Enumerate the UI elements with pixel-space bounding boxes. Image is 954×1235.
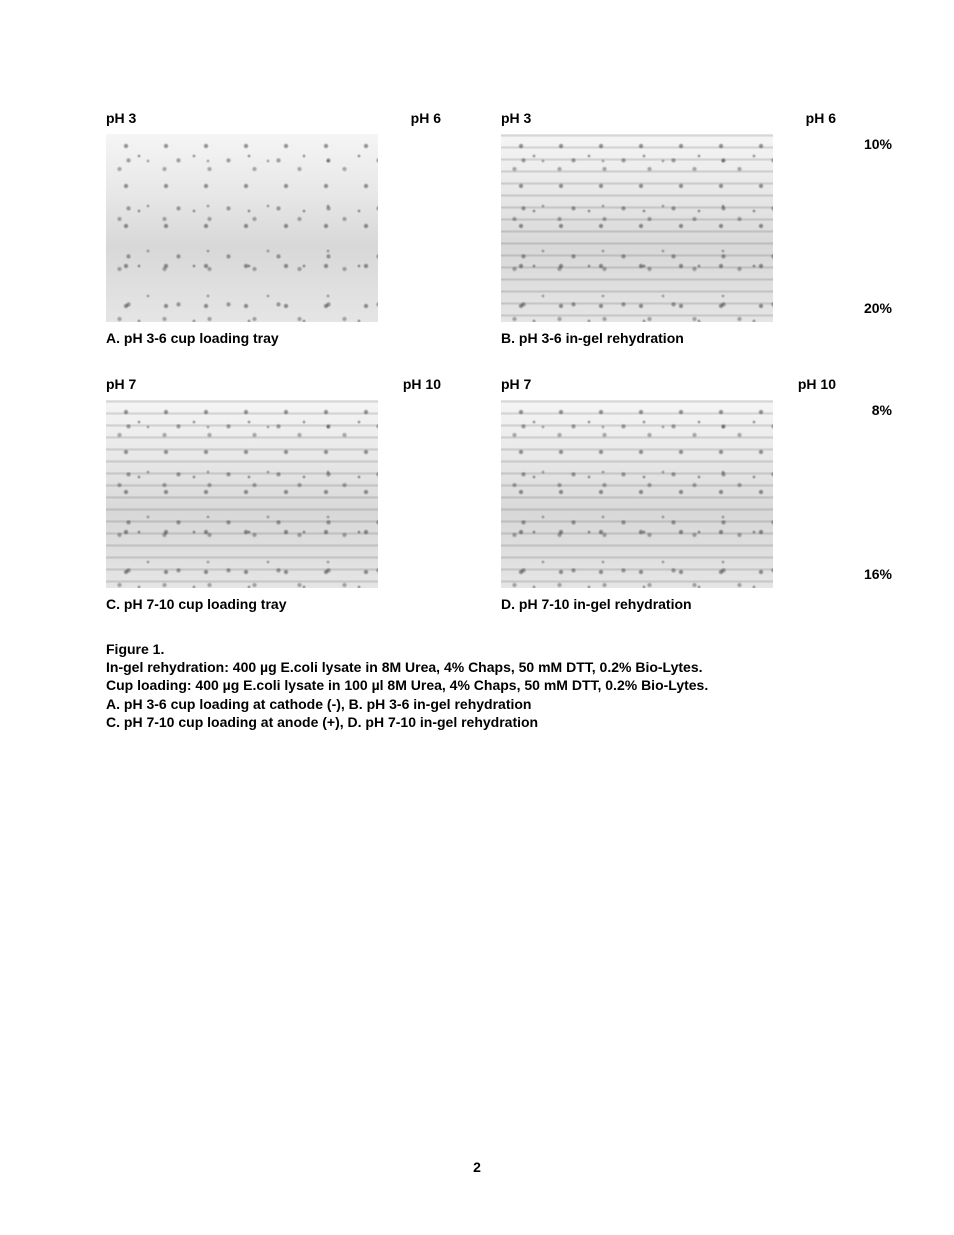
gel-placeholder	[501, 134, 773, 322]
gel-image-A	[106, 134, 378, 322]
ph-left-label: pH 7	[106, 376, 136, 392]
ph-range-labels: pH 3 pH 6	[501, 110, 848, 126]
panel-caption-A: A. pH 3-6 cup loading tray	[106, 330, 453, 346]
figure-title: Figure 1.	[106, 640, 848, 658]
percent-label-bottom: 16%	[864, 566, 892, 582]
ph-left-label: pH 3	[106, 110, 136, 126]
ph-range-labels: pH 7 pH 10	[501, 376, 848, 392]
gel-placeholder	[106, 400, 378, 588]
page-content: pH 3 pH 6 A. pH 3-6 cup loading tray pH …	[0, 0, 954, 731]
ph-left-label: pH 7	[501, 376, 531, 392]
ph-range-labels: pH 3 pH 6	[106, 110, 453, 126]
ph-left-label: pH 3	[501, 110, 531, 126]
gel-image-B	[501, 134, 773, 322]
panel-caption-D: D. pH 7-10 in-gel rehydration	[501, 596, 848, 612]
percent-label-bottom: 20%	[864, 300, 892, 316]
caption-line: A. pH 3-6 cup loading at cathode (-), B.…	[106, 695, 848, 713]
gel-placeholder	[501, 400, 773, 588]
figure-caption-block: Figure 1. In-gel rehydration: 400 µg E.c…	[106, 640, 848, 731]
caption-line: Cup loading: 400 µg E.coli lysate in 100…	[106, 676, 848, 694]
panel-A: pH 3 pH 6 A. pH 3-6 cup loading tray	[106, 110, 453, 346]
ph-right-label: pH 6	[806, 110, 836, 126]
ph-right-label: pH 10	[403, 376, 441, 392]
percent-label-top: 10%	[864, 136, 892, 152]
ph-range-labels: pH 7 pH 10	[106, 376, 453, 392]
figure-grid: pH 3 pH 6 A. pH 3-6 cup loading tray pH …	[106, 110, 848, 612]
gel-image-C	[106, 400, 378, 588]
gel-placeholder	[106, 134, 378, 322]
panel-caption-B: B. pH 3-6 in-gel rehydration	[501, 330, 848, 346]
ph-right-label: pH 6	[411, 110, 441, 126]
panel-D: pH 7 pH 10 8% 16% D. pH 7-10 in-gel rehy…	[501, 376, 848, 612]
panel-caption-C: C. pH 7-10 cup loading tray	[106, 596, 453, 612]
ph-right-label: pH 10	[798, 376, 836, 392]
panel-B: pH 3 pH 6 10% 20% B. pH 3-6 in-gel rehyd…	[501, 110, 848, 346]
caption-line: C. pH 7-10 cup loading at anode (+), D. …	[106, 713, 848, 731]
percent-label-top: 8%	[872, 402, 892, 418]
gel-image-D	[501, 400, 773, 588]
page-number: 2	[473, 1159, 481, 1175]
caption-line: In-gel rehydration: 400 µg E.coli lysate…	[106, 658, 848, 676]
panel-C: pH 7 pH 10 C. pH 7-10 cup loading tray	[106, 376, 453, 612]
